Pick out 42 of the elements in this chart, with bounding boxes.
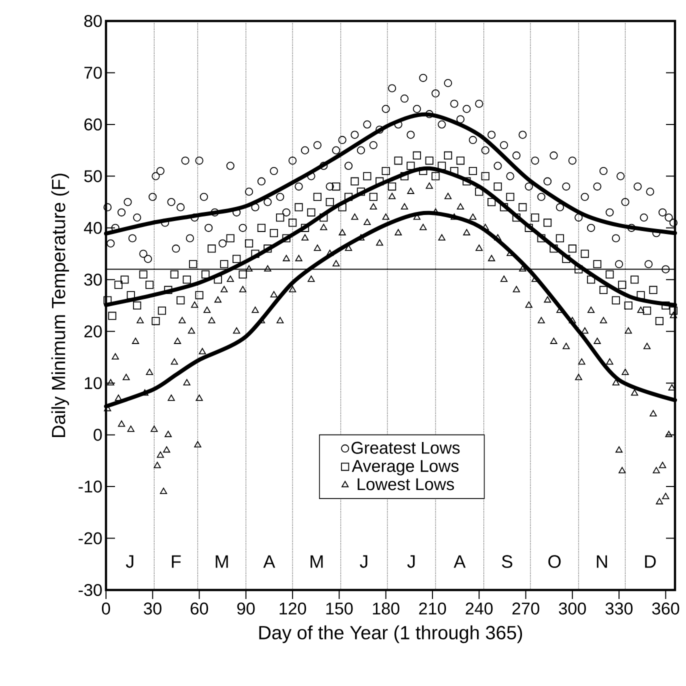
y-tick-label: 70: [84, 66, 102, 79]
x-tick-label: 330: [606, 602, 633, 615]
y-tick-label: 50: [84, 170, 102, 182]
legend-label: Average Lows: [352, 460, 459, 476]
y-tick-label: 0: [94, 428, 102, 441]
y-tick-label: 40: [84, 222, 102, 234]
annotation: S: [502, 555, 512, 568]
annotation: A: [454, 555, 466, 568]
y-tick-label: 80: [84, 14, 102, 28]
y-tick-label: -20: [78, 532, 102, 544]
x-tick-label: 30: [144, 602, 162, 615]
y-tick-label: 20: [84, 325, 102, 338]
x-tick-label: 270: [512, 602, 540, 615]
annotation: M: [216, 555, 228, 568]
annotation: F: [172, 555, 181, 568]
x-tick-label: 0: [102, 602, 110, 615]
y-axis-title: Daily Minimum Temperature (F): [51, 174, 70, 437]
x-tick-label: 210: [419, 602, 446, 615]
y-tick-label: 60: [84, 118, 102, 130]
annotation: M: [310, 555, 323, 568]
y-tick-label: 10: [84, 377, 102, 390]
y-tick-label: -30: [78, 584, 102, 596]
annotation: N: [596, 555, 607, 568]
annotation: J: [126, 555, 134, 568]
x-axis-title: Day of the Year (1 through 365): [259, 625, 522, 644]
annotation: O: [548, 555, 561, 568]
x-tick-label: 240: [466, 602, 493, 615]
y-tick-label: -10: [78, 480, 102, 493]
x-tick-label: 90: [237, 602, 255, 615]
x-tick-label: 360: [652, 602, 680, 615]
x-tick-label: 300: [558, 602, 586, 615]
x-tick-label: 150: [326, 602, 353, 615]
x-tick-label: 120: [280, 602, 306, 615]
annotation: A: [263, 555, 276, 568]
annotation: J: [360, 555, 368, 568]
legend-label: Greatest Lows: [352, 442, 460, 454]
y-tick-label: 30: [84, 274, 102, 286]
x-tick-label: 60: [190, 602, 208, 615]
annotation: D: [645, 555, 656, 568]
legend-label: Lowest Lows: [358, 478, 454, 490]
x-tick-label: 180: [372, 602, 400, 615]
annotation: J: [407, 555, 415, 568]
